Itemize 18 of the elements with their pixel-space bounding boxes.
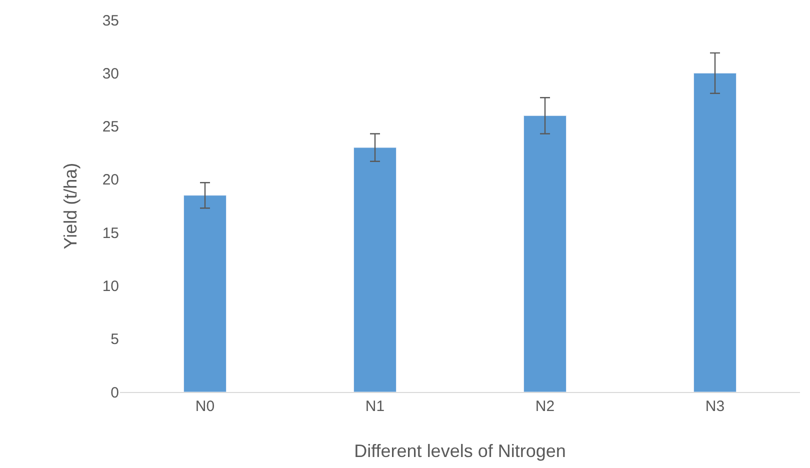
y-tick-label: 25 — [102, 118, 119, 136]
y-tick-label: 5 — [110, 331, 119, 348]
x-tick-label: N3 — [705, 398, 725, 415]
x-tick-label: N1 — [365, 398, 385, 415]
x-axis-title: Different levels of Nitrogen — [354, 441, 566, 462]
y-tick-label: 20 — [102, 172, 119, 189]
bar — [354, 147, 396, 392]
y-tick-label: 15 — [102, 224, 119, 242]
x-tick-label: N2 — [535, 398, 555, 415]
y-tick-label: 10 — [102, 278, 119, 295]
bar — [524, 115, 566, 392]
bar — [694, 72, 736, 392]
y-axis-title: Yield (t/ha) — [60, 162, 81, 250]
x-tick-label: N0 — [195, 398, 215, 415]
y-tick-label: 30 — [102, 65, 119, 82]
y-tick-label: 35 — [102, 12, 119, 30]
bar — [184, 195, 226, 392]
y-tick-label: 0 — [110, 384, 119, 402]
